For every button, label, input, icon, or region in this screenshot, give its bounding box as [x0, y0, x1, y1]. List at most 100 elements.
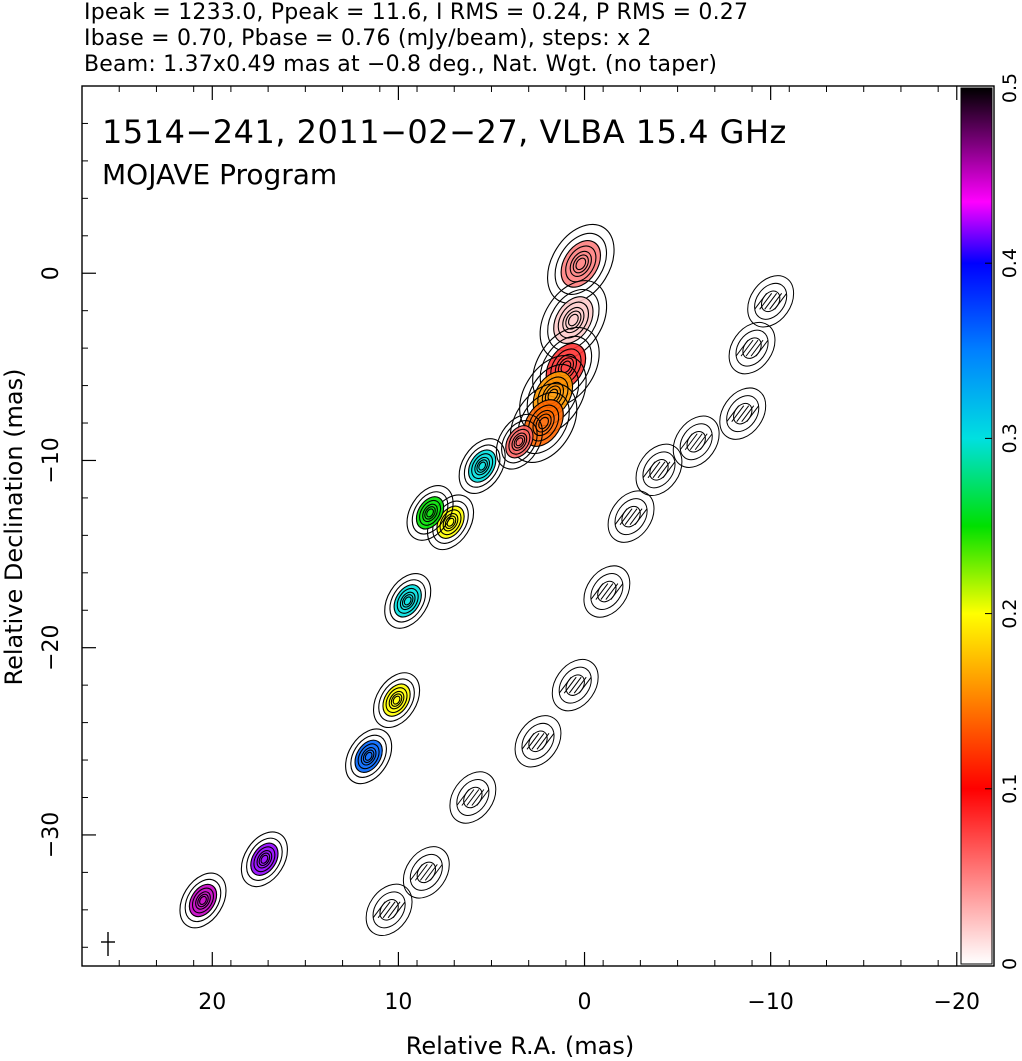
colorbar-ticks: 0 0.1 0.2 0.3 0.4 0.5 — [985, 73, 1021, 970]
x-tick-label: −20 — [934, 990, 980, 1015]
evpa-tick — [647, 461, 661, 479]
evpa-tick — [429, 864, 443, 881]
evpa-tick — [595, 583, 609, 600]
x-tick-label: 10 — [384, 990, 412, 1015]
polarization-contour — [583, 565, 631, 618]
intensity-contour — [426, 508, 434, 518]
intensity-contour — [439, 509, 462, 536]
polarization-patch — [468, 449, 497, 483]
evpa-tick — [573, 676, 587, 694]
intensity-contour — [399, 591, 416, 611]
polarization-contour — [514, 715, 562, 768]
evpa-tick — [521, 733, 535, 750]
evpa-tick — [392, 901, 406, 919]
intensity-contour — [188, 883, 218, 918]
intensity-contour — [557, 301, 590, 339]
polarization-contour — [558, 666, 592, 704]
intensity-contour — [419, 499, 442, 526]
colorbar-tick-label: 0.4 — [999, 248, 1021, 278]
evpa-tick — [699, 433, 713, 451]
polarization-contour — [726, 395, 760, 433]
evpa-tick — [726, 405, 740, 422]
evpa-tick — [414, 864, 428, 881]
polarization-contour — [679, 423, 713, 461]
intensity-contour — [442, 513, 459, 532]
chart-title: 1514−241, 2011−02−27, VLBA 15.4 GHz — [102, 113, 787, 151]
polarization-contour — [747, 275, 795, 328]
polarization-patch — [393, 584, 422, 618]
intensity-contour — [350, 734, 387, 778]
intensity-contour — [471, 453, 494, 480]
evpa-tick — [610, 583, 624, 600]
evpa-tick — [755, 339, 769, 357]
evpa-tick — [736, 405, 750, 422]
polarization-contour — [456, 779, 490, 816]
evpa-tick — [745, 339, 759, 357]
evpa-tick — [694, 433, 708, 451]
evpa-tick — [759, 293, 773, 310]
evpa-tick — [605, 583, 619, 600]
intensity-contour — [191, 887, 214, 914]
evpa-tick — [568, 676, 582, 694]
intensity-contour — [468, 449, 497, 483]
intensity-contour — [554, 232, 608, 295]
intensity-contour — [511, 432, 528, 451]
evpa-tick — [531, 733, 545, 750]
intensity-contour — [396, 587, 419, 614]
evpa-tick — [750, 339, 764, 357]
evpa-tick — [526, 733, 540, 750]
polarization-contour — [590, 573, 624, 610]
evpa-tick — [476, 789, 490, 806]
intensity-contour — [372, 672, 421, 728]
evpa-tick — [558, 676, 572, 694]
evpa-tick — [536, 733, 550, 750]
intensity-contour — [360, 747, 377, 766]
x-tick-label: −10 — [747, 990, 793, 1015]
evpa-tick — [377, 901, 391, 919]
intensity-contour — [385, 687, 408, 714]
intensity-contour — [547, 223, 615, 304]
polarization-patch — [250, 843, 279, 876]
intensity-contour — [463, 444, 501, 488]
intensity-contour — [256, 850, 273, 869]
evpa-tick — [746, 405, 760, 422]
intensity-contour — [382, 683, 411, 717]
evpa-tick — [740, 339, 754, 357]
evpa-tick — [466, 789, 480, 806]
evpa-tick — [769, 293, 783, 310]
intensity-contour — [354, 739, 383, 773]
colorbar-tick-label: 0.1 — [999, 774, 1021, 804]
evpa-tick — [424, 864, 438, 881]
evpa-tick — [634, 508, 648, 525]
intensity-contour — [401, 594, 414, 608]
evpa-tick — [652, 461, 666, 479]
intensity-contour — [392, 695, 401, 705]
intensity-contour — [501, 420, 538, 464]
intensity-contour — [560, 240, 602, 288]
intensity-contour — [390, 693, 403, 707]
intensity-contour — [508, 428, 531, 455]
polarization-contour — [635, 443, 683, 496]
plot-frame — [81, 85, 995, 967]
intensity-contour — [476, 459, 488, 473]
intensity-contour — [478, 461, 487, 471]
polarization-contour — [449, 771, 497, 824]
polarization-contour — [672, 415, 720, 468]
beam-marker — [101, 932, 115, 956]
intensity-contour — [515, 437, 524, 447]
polarization-contour — [551, 659, 599, 712]
axis-ticks: 20 10 0 −10 −20 0 −10 −20 −30 — [39, 86, 980, 1015]
header-line-3: Beam: 1.37x0.49 mas at −0.8 deg., Nat. W… — [84, 52, 718, 77]
header-line-1: Ipeak = 1233.0, Ppeak = 11.6, I RMS = 0.… — [84, 0, 749, 25]
intensity-contour — [253, 846, 276, 873]
intensity-contour — [250, 842, 279, 876]
intensity-contour — [378, 678, 415, 722]
x-tick-label: 20 — [198, 990, 226, 1015]
colorbar-tick-label: 0.2 — [999, 598, 1021, 628]
polarization-contour — [728, 321, 776, 375]
evpa-tick — [419, 864, 433, 881]
intensity-contour — [422, 503, 438, 523]
evpa-tick — [456, 789, 470, 806]
evpa-tick — [642, 461, 656, 479]
